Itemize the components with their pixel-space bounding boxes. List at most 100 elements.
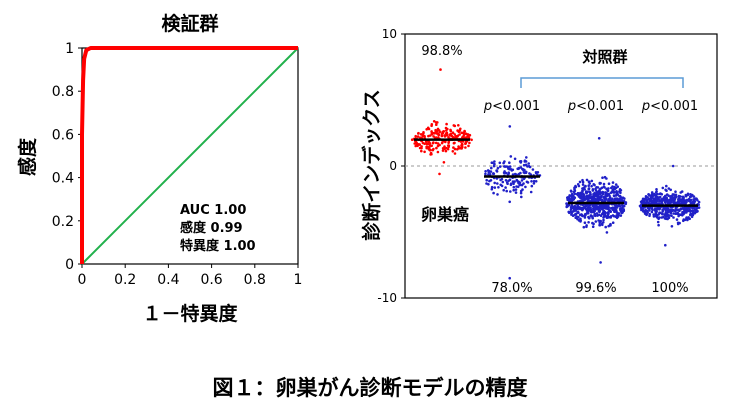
- index-point: [654, 201, 657, 205]
- index-point: [658, 196, 662, 199]
- index-point: [508, 200, 512, 204]
- index-point: [599, 219, 602, 223]
- index-point: [570, 213, 573, 216]
- index-point: [653, 193, 656, 197]
- index-point: [529, 173, 533, 176]
- index-point: [456, 129, 459, 132]
- index-point: [451, 150, 455, 153]
- index-point: [433, 132, 437, 135]
- index-point: [431, 148, 435, 152]
- index-point: [507, 172, 511, 175]
- roc-xlabel: １－特異度: [142, 302, 238, 325]
- index-point: [569, 210, 572, 214]
- index-point: [601, 223, 604, 227]
- index-point: [609, 224, 612, 227]
- index-point: [587, 221, 590, 224]
- index-point: [686, 193, 690, 196]
- index-point: [664, 188, 667, 192]
- index-point: [423, 150, 426, 154]
- index-point: [438, 172, 441, 176]
- index-point: [456, 134, 460, 138]
- index-point: [685, 211, 688, 214]
- index-point: [567, 198, 570, 202]
- index-point: [667, 187, 671, 190]
- index-point: [591, 188, 595, 191]
- index-point: [605, 187, 609, 191]
- index-point: [522, 182, 525, 185]
- index-point: [597, 195, 601, 199]
- index-point: [512, 188, 515, 192]
- index-point: [485, 182, 488, 185]
- index-point: [661, 186, 665, 190]
- index-point: [503, 165, 506, 168]
- index-point: [675, 218, 679, 221]
- index-point: [443, 134, 447, 137]
- index-point: [581, 183, 585, 186]
- index-point: [599, 198, 602, 201]
- index-point: [522, 177, 526, 180]
- index-point: [435, 123, 438, 126]
- index-point: [664, 208, 668, 212]
- index-point: [651, 194, 654, 198]
- index-point: [676, 211, 679, 215]
- index-point: [595, 198, 598, 202]
- index-point: [594, 187, 597, 191]
- index-point: [493, 160, 496, 163]
- index-point: [505, 189, 509, 193]
- index-point: [436, 144, 440, 148]
- index-point: [688, 210, 692, 213]
- index-point: [646, 211, 649, 214]
- index-point: [588, 194, 591, 197]
- index-point: [518, 181, 522, 184]
- index-point: [583, 221, 587, 224]
- index-point: [493, 186, 497, 189]
- index-point: [420, 149, 423, 153]
- index-point: [664, 243, 667, 247]
- index-point: [525, 156, 528, 159]
- index-point: [614, 183, 618, 186]
- roc-title: 検証群: [161, 12, 218, 35]
- index-point: [666, 217, 669, 221]
- index-point: [585, 207, 589, 210]
- index-point: [453, 147, 457, 151]
- index-point: [583, 216, 587, 219]
- index-point: [669, 199, 672, 203]
- index-point: [457, 147, 461, 150]
- index-point: [436, 132, 440, 135]
- index-point: [591, 215, 594, 218]
- index-point: [585, 224, 588, 227]
- index-group-bottom-label: 78.0%: [491, 281, 532, 296]
- index-point: [658, 216, 661, 219]
- index-point: [534, 171, 538, 175]
- roc-x-tick-label: 1: [294, 272, 303, 288]
- index-point: [613, 198, 616, 202]
- index-point: [592, 183, 595, 186]
- index-point: [577, 215, 580, 219]
- index-point: [415, 141, 419, 145]
- index-point: [517, 166, 521, 170]
- index-point: [644, 201, 648, 205]
- index-point: [601, 176, 604, 179]
- index-point: [614, 207, 617, 211]
- index-point: [576, 183, 580, 186]
- index-point: [592, 210, 595, 214]
- index-point: [665, 196, 668, 200]
- index-point: [644, 209, 648, 213]
- index-point: [512, 185, 516, 189]
- index-point: [489, 170, 493, 173]
- index-point: [421, 141, 425, 145]
- index-point: [671, 193, 675, 196]
- index-point: [578, 207, 582, 211]
- index-point: [503, 160, 506, 163]
- index-y-tick-label: -10: [377, 291, 397, 305]
- index-point: [611, 221, 615, 224]
- index-point: [532, 179, 536, 183]
- index-point: [597, 219, 600, 222]
- index-point: [514, 188, 518, 191]
- roc-x-tick-label: 0.8: [244, 272, 266, 288]
- index-point: [671, 164, 675, 168]
- index-point: [580, 191, 583, 195]
- index-point: [511, 173, 515, 176]
- index-point: [583, 206, 587, 210]
- index-point: [513, 180, 516, 183]
